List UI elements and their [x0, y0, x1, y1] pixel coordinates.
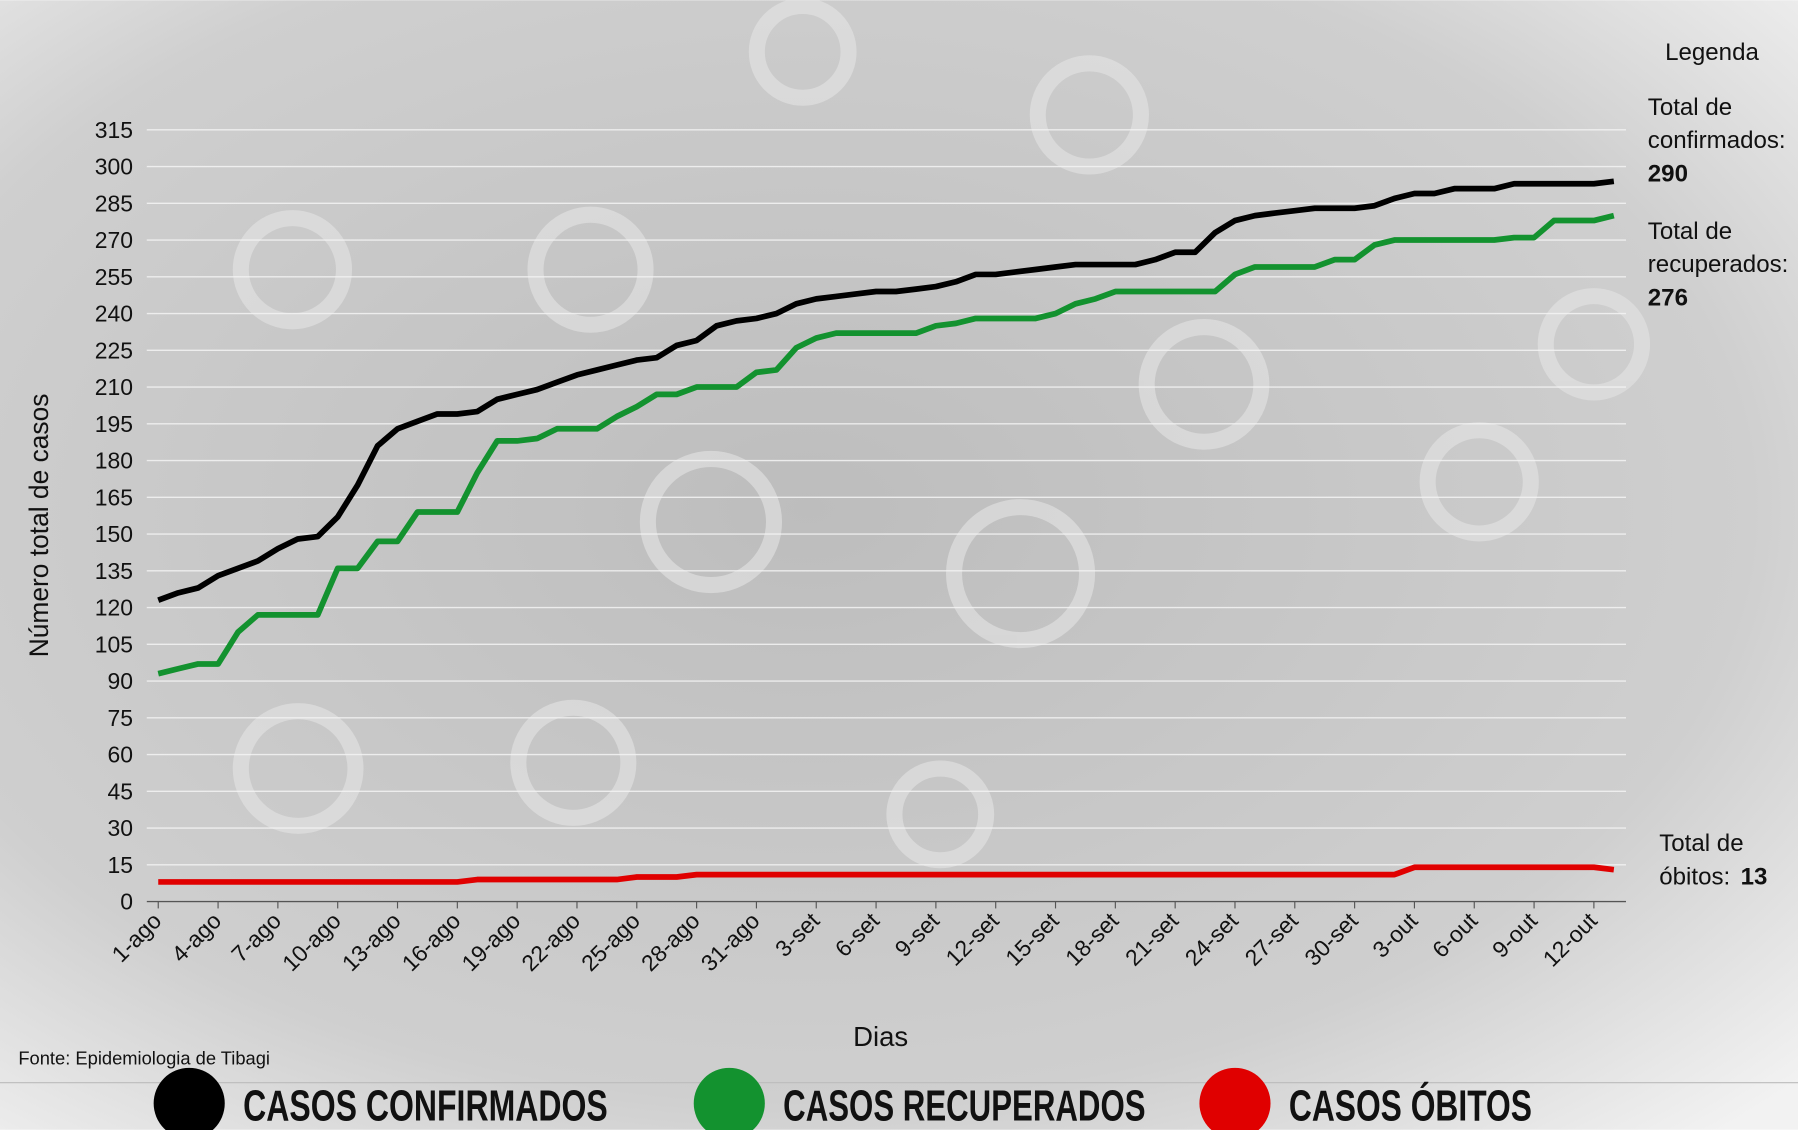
y-tick-label: 0	[120, 889, 133, 915]
y-tick-label: 270	[95, 227, 133, 253]
y-tick-label: 240	[95, 301, 133, 327]
y-tick-label: 165	[95, 484, 133, 510]
y-tick-label: 30	[108, 815, 134, 841]
page: {"chart_data": { "type": "line", "ylabel…	[0, 0, 1798, 1130]
annotation-total: 13	[1741, 863, 1768, 890]
y-tick-label: 135	[95, 558, 133, 584]
annotation-total: 276	[1648, 284, 1688, 311]
y-axis-label: Número total de casos	[24, 394, 54, 658]
annotation-text: Total de	[1659, 830, 1743, 857]
source-note: Fonte: Epidemiologia de Tibagi	[18, 1047, 270, 1068]
legend-title: Legenda	[1665, 39, 1759, 66]
y-tick-label: 150	[95, 521, 133, 547]
y-tick-label: 90	[108, 668, 134, 694]
x-axis-label: Dias	[853, 1021, 908, 1052]
annotation-text: recuperados:	[1648, 251, 1789, 278]
legend-label: CASOS CONFIRMADOS	[243, 1083, 608, 1130]
legend-label: CASOS RECUPERADOS	[783, 1083, 1145, 1130]
y-tick-label: 105	[95, 631, 133, 657]
annotation-total: 290	[1648, 160, 1688, 187]
background	[0, 0, 1798, 1129]
y-tick-label: 15	[108, 852, 134, 878]
y-tick-label: 255	[95, 264, 133, 290]
chart: Legenda Número total de casos Dias Fonte…	[0, 0, 1798, 1130]
annotation-text: confirmados:	[1648, 127, 1786, 154]
y-tick-label: 315	[95, 117, 133, 143]
y-tick-label: 180	[95, 448, 133, 474]
legend-label: CASOS ÓBITOS	[1289, 1081, 1532, 1130]
annotation-text: Total de	[1648, 218, 1732, 245]
annotation-text: óbitos:	[1659, 863, 1730, 890]
y-tick-label: 210	[95, 374, 133, 400]
annotation-text: Total de	[1648, 94, 1732, 121]
y-tick-label: 45	[108, 778, 134, 804]
y-tick-label: 120	[95, 595, 133, 621]
y-tick-label: 300	[95, 154, 133, 180]
y-tick-label: 75	[108, 705, 134, 731]
y-tick-label: 195	[95, 411, 133, 437]
y-tick-label: 225	[95, 337, 133, 363]
y-tick-label: 285	[95, 190, 133, 216]
y-tick-label: 60	[108, 742, 134, 768]
